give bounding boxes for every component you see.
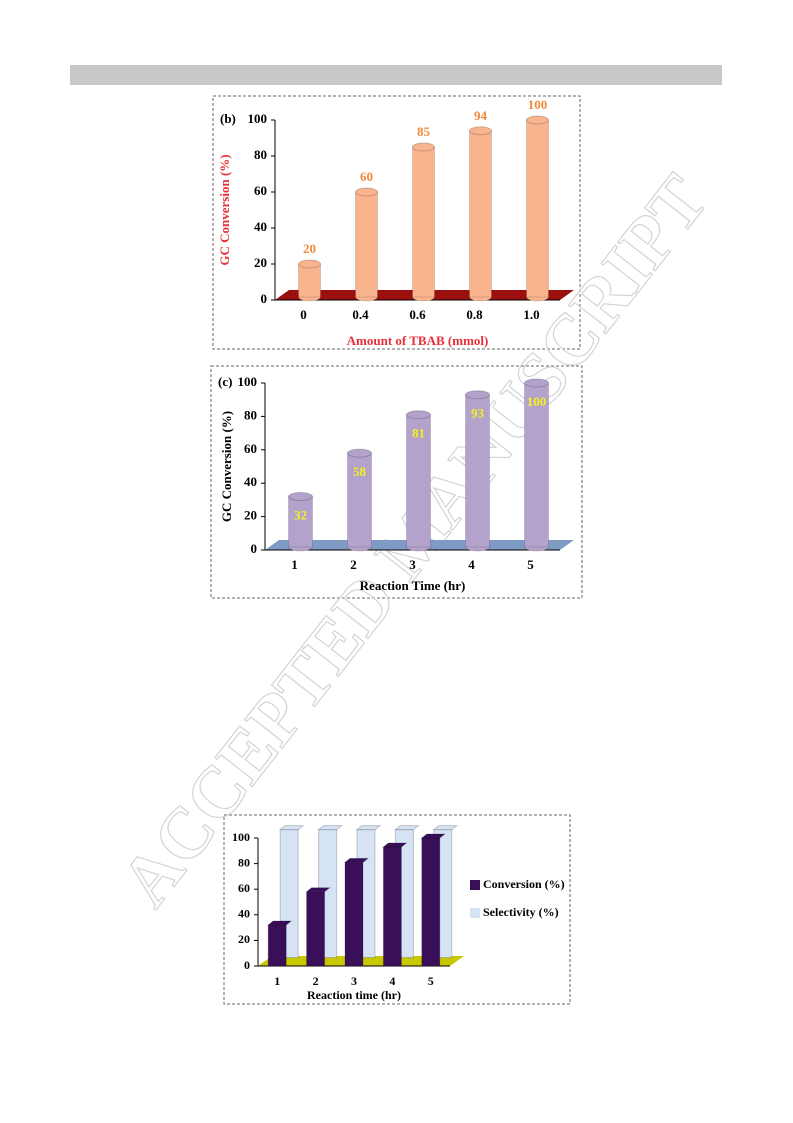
y-tick-label: 0 [261, 291, 268, 306]
x-tick-label: 3 [351, 974, 357, 988]
bar [412, 146, 435, 298]
value-label: 20 [303, 241, 316, 256]
bar [465, 394, 490, 548]
bar-top [432, 825, 459, 831]
bar [526, 119, 549, 298]
bar [298, 263, 321, 298]
y-tick-label: 100 [248, 111, 268, 126]
x-tick-label: 0.6 [409, 307, 426, 322]
bar [421, 837, 441, 967]
bar [524, 382, 549, 548]
bar-cap [469, 126, 492, 136]
value-label: 100 [527, 394, 547, 409]
y-tick-label: 80 [244, 407, 257, 422]
value-label: 93 [471, 406, 485, 421]
bar [347, 452, 372, 548]
y-axis-title: GC Conversion (%) [217, 154, 232, 265]
y-tick-label: 60 [244, 441, 257, 456]
y-tick-label: 40 [244, 474, 257, 489]
x-tick-label: 4 [389, 974, 395, 988]
legend-label: Selectivity (%) [483, 905, 559, 919]
value-label: 85 [417, 124, 431, 139]
y-tick-label: 40 [254, 219, 267, 234]
value-label: 32 [294, 508, 307, 523]
bar [355, 191, 378, 298]
bar-cap [347, 448, 372, 458]
y-tick-label: 20 [238, 932, 250, 946]
value-label: 94 [474, 108, 488, 123]
x-tick-label: 1 [291, 557, 298, 572]
legend-label: Conversion (%) [483, 877, 565, 891]
x-axis-title: Reaction time (hr) [307, 988, 401, 1002]
y-tick-label: 20 [244, 508, 257, 523]
bar-cap [406, 410, 431, 420]
bar-top [393, 825, 420, 831]
y-tick-label: 80 [254, 147, 267, 162]
bar-cap [526, 115, 549, 125]
x-tick-label: 3 [409, 557, 416, 572]
x-tick-label: 1.0 [523, 307, 539, 322]
figure-frame [223, 814, 571, 1005]
y-tick-label: 60 [238, 881, 250, 895]
y-axis-title: GC Conversion (%) [219, 411, 234, 522]
x-tick-label: 0.4 [352, 307, 369, 322]
bar-cap [355, 187, 378, 197]
bar-top [343, 857, 370, 863]
bar-cap [412, 142, 435, 152]
legend-swatch [470, 880, 480, 890]
bar [288, 496, 313, 548]
bar-top [278, 825, 305, 831]
y-tick-label: 100 [232, 830, 250, 844]
figure-frame [210, 365, 583, 599]
bar-top [381, 842, 408, 848]
y-tick-label: 0 [244, 958, 250, 972]
value-label: 100 [528, 97, 548, 112]
legend-swatch [470, 908, 480, 918]
bar-top [305, 887, 332, 893]
bar-cap [288, 492, 313, 502]
bar-cap [298, 259, 321, 269]
x-axis-title: Amount of TBAB (mmol) [347, 333, 489, 348]
bar [267, 924, 287, 967]
header-bar [70, 65, 722, 85]
bar-top [266, 920, 293, 926]
bar [344, 861, 364, 967]
value-label: 60 [360, 169, 373, 184]
x-tick-label: 5 [428, 974, 434, 988]
y-tick-label: 20 [254, 255, 267, 270]
bar-cap [524, 378, 549, 388]
bar [406, 414, 431, 548]
y-tick-label: 40 [238, 907, 250, 921]
bar-cap [465, 390, 490, 400]
x-tick-label: 2 [350, 557, 357, 572]
panel-label: (c) [218, 374, 232, 389]
value-label: 81 [412, 426, 425, 441]
value-label: 58 [353, 464, 367, 479]
bar-top [420, 833, 447, 839]
x-tick-label: 0 [300, 307, 307, 322]
x-tick-label: 5 [527, 557, 534, 572]
x-tick-label: 0.8 [466, 307, 483, 322]
x-tick-label: 2 [313, 974, 319, 988]
bar [469, 130, 492, 298]
y-tick-label: 0 [251, 541, 258, 556]
bar-top [317, 825, 344, 831]
x-axis-title: Reaction Time (hr) [360, 578, 466, 593]
y-tick-label: 80 [238, 855, 250, 869]
y-tick-label: 100 [238, 374, 258, 389]
bar [382, 846, 402, 967]
bar-top [355, 825, 382, 831]
bar [306, 891, 326, 967]
y-tick-label: 60 [254, 183, 267, 198]
panel-label: (b) [220, 111, 236, 126]
x-tick-label: 4 [468, 557, 475, 572]
x-tick-label: 1 [274, 974, 280, 988]
